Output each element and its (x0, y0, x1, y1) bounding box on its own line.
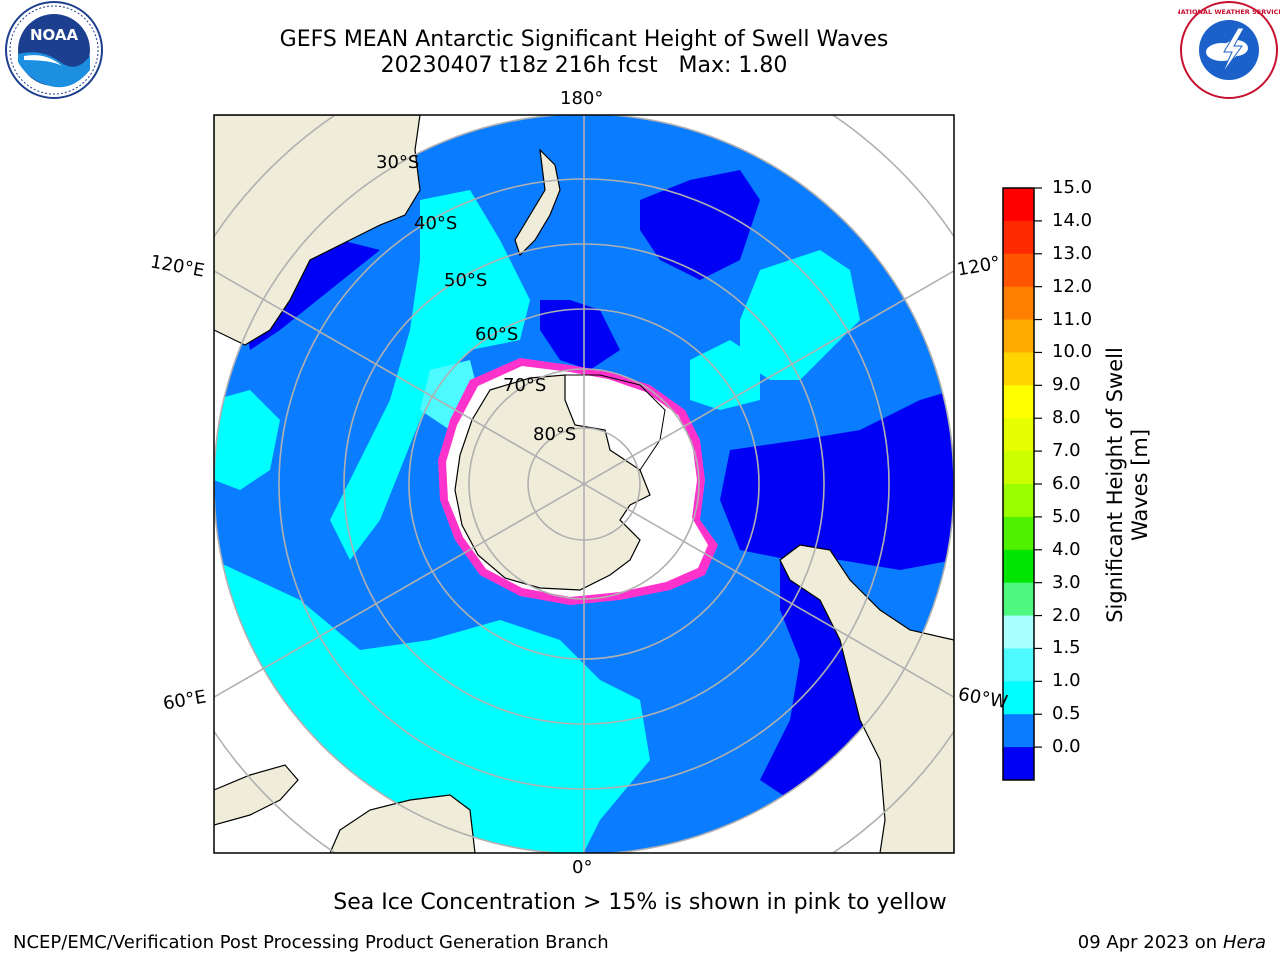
swell-region-light (740, 250, 860, 380)
footer-date-text: 09 Apr 2023 on (1077, 932, 1218, 953)
colorbar-bin (1003, 615, 1034, 649)
colorbar-tick-label: 0.0 (1052, 736, 1081, 758)
sea-ice-note: Sea Ice Concentration > 15% is shown in … (333, 890, 947, 915)
colorbar-tick-label: 9.0 (1052, 374, 1081, 396)
chart-subtitle: 20230407 t18z 216h fcst Max: 1.80 (380, 53, 788, 78)
colorbar-tick-label: 10.0 (1052, 341, 1093, 363)
colorbar (1003, 188, 1034, 781)
chart-title: GEFS MEAN Antarctic Significant Height o… (279, 27, 889, 52)
colorbar-bin (1003, 549, 1034, 584)
colorbar-tick-label: 3.0 (1052, 571, 1081, 593)
footer-branch: NCEP/EMC/Verification Post Processing Pr… (13, 932, 609, 953)
swell-region-dark (540, 300, 620, 370)
noaa-logo: NOAA (5, 1, 103, 99)
lat-label-80s: 80°S (533, 424, 577, 445)
nws-logo-text: NATIONAL WEATHER SERVICE (1178, 8, 1280, 16)
colorbar-tick-label: 0.5 (1052, 703, 1081, 725)
colorbar-bin (1003, 681, 1034, 715)
lat-label-70s: 70°S (503, 375, 547, 396)
colorbar-tick-label: 2.0 (1052, 604, 1081, 626)
land-madagascar (214, 764, 299, 826)
lon-label-0: 0° (572, 857, 593, 878)
colorbar-bin (1003, 582, 1034, 617)
swell-region-dark (720, 390, 954, 570)
colorbar-bin (1003, 286, 1034, 321)
colorbar-bin (1003, 188, 1034, 222)
colorbar-title-line1: Significant Height of Swell (1103, 347, 1127, 623)
land-antarctica (454, 374, 651, 591)
colorbar-bin (1003, 253, 1034, 288)
nws-logo: NATIONAL WEATHER SERVICE (1178, 1, 1280, 99)
colorbar-bin (1003, 385, 1034, 419)
colorbar-tick-label: 1.5 (1052, 637, 1081, 659)
lat-label-60s: 60°S (475, 324, 519, 345)
colorbar-tick-label: 5.0 (1052, 505, 1081, 527)
colorbar-bin (1003, 352, 1034, 386)
lon-label-180: 180° (560, 88, 604, 109)
lat-label-40s: 40°S (414, 213, 458, 234)
colorbar-tick-label: 13.0 (1052, 242, 1093, 264)
lat-label-30s: 30°S (376, 152, 420, 173)
colorbar-bin (1003, 714, 1034, 748)
map-frame (213, 114, 955, 854)
ross-ice-shelf (565, 374, 666, 471)
colorbar-tick-label: 6.0 (1052, 473, 1081, 494)
graticule (214, 115, 954, 853)
colorbar-tick-label: 4.0 (1052, 538, 1081, 560)
colorbar-bin (1003, 319, 1034, 353)
colorbar-bin (1003, 648, 1034, 682)
colorbar-bin (1003, 516, 1034, 551)
colorbar-tick-label: 14.0 (1052, 209, 1093, 231)
footer-machine: Hera (1222, 932, 1266, 953)
colorbar-tick-label: 8.0 (1052, 407, 1081, 429)
colorbar-tick-label: 7.0 (1052, 440, 1081, 462)
footer-date: 09 Apr 2023 on Hera (1078, 932, 1266, 953)
swell-region-dark (640, 170, 760, 280)
colorbar-bin (1003, 418, 1034, 452)
land-new-zealand (514, 148, 561, 257)
swell-region-light (214, 390, 280, 490)
colorbar-bin (1003, 220, 1034, 255)
land-africa (329, 794, 476, 853)
lat-label-50s: 50°S (444, 270, 488, 291)
land-south-america (779, 544, 954, 853)
colorbar-bin (1003, 747, 1034, 781)
noaa-logo-text: NOAA (30, 26, 79, 44)
colorbar-tick-label: 11.0 (1052, 308, 1093, 330)
colorbar-bin (1003, 484, 1034, 518)
colorbar-bin (1003, 451, 1034, 485)
colorbar-tick-label: 12.0 (1052, 275, 1093, 297)
meridian-120e-60w (214, 269, 954, 699)
colorbar-tick-label: 15.0 (1052, 177, 1093, 198)
colorbar-title-line2: Waves [m] (1128, 428, 1152, 542)
colorbar-tick-label: 1.0 (1052, 670, 1081, 692)
